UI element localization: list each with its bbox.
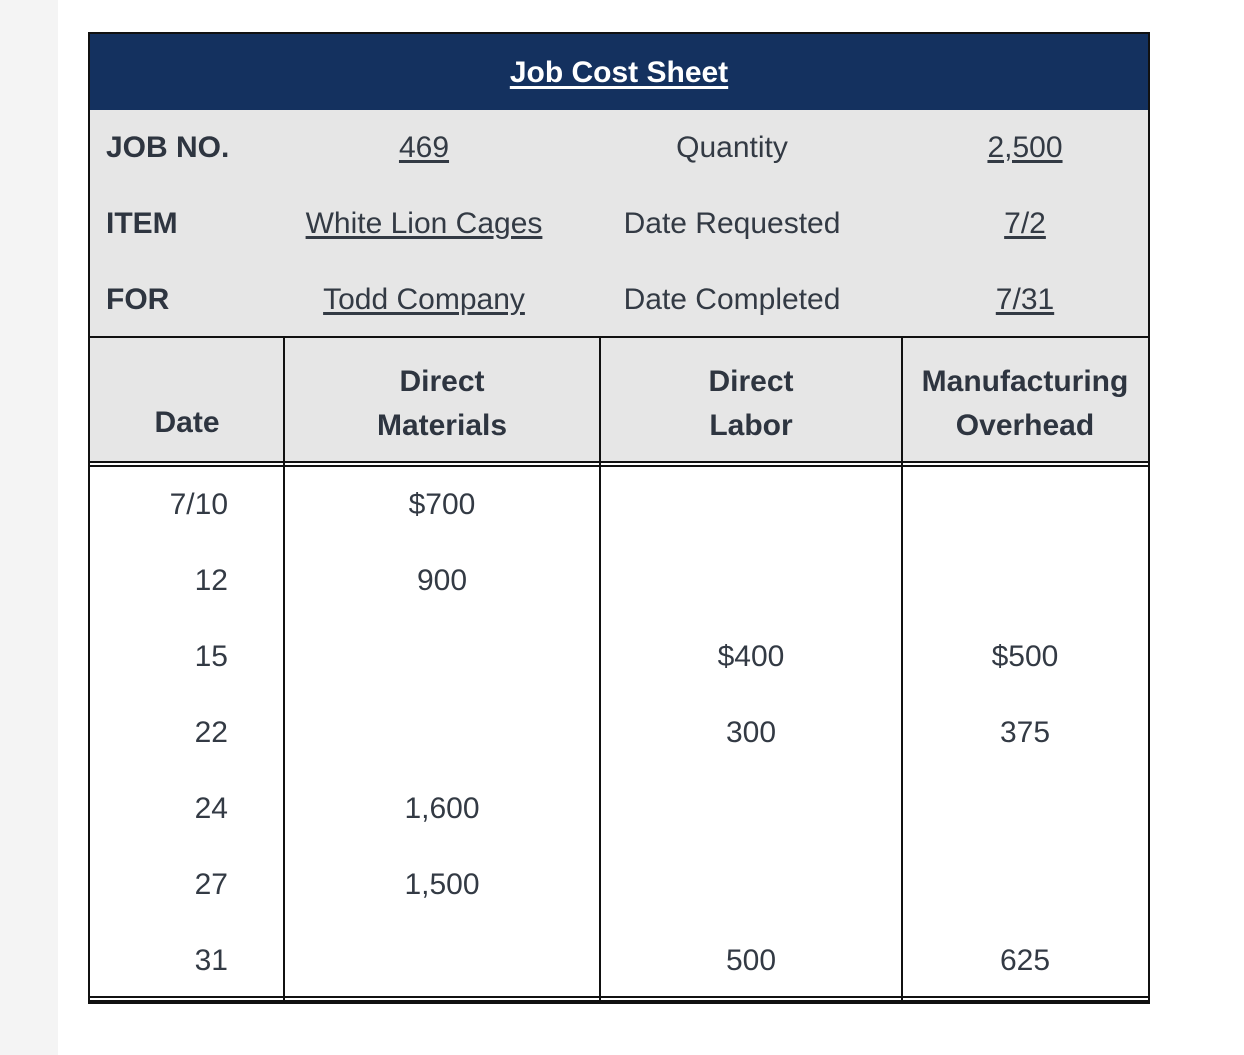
cell-direct-materials: 900	[416, 564, 468, 597]
date-requested-label: Date Requested	[623, 207, 841, 240]
cell-date: 27	[194, 868, 228, 901]
header-direct-materials: Direct Materials	[284, 338, 600, 463]
cell-direct-labor	[600, 543, 902, 619]
table-row: 22 300 375	[90, 695, 1148, 771]
header-manufacturing-overhead-line1: Manufacturing	[921, 365, 1129, 398]
cell-manufacturing-overhead: 375	[999, 716, 1051, 749]
table-row: 31 500 625	[90, 923, 1148, 999]
cell-direct-materials	[284, 923, 600, 999]
cell-date: 22	[194, 716, 228, 749]
header-double-rule	[90, 461, 1148, 467]
header-direct-labor-line2: Labor	[709, 409, 793, 442]
job-cost-sheet: Job Cost Sheet JOB NO. 469 Quantity 2,50…	[88, 32, 1150, 1004]
cell-manufacturing-overhead	[902, 467, 1148, 543]
header-date: Date	[154, 406, 220, 439]
cell-direct-labor	[600, 467, 902, 543]
cell-direct-labor	[600, 847, 902, 923]
cell-date: 7/10	[169, 488, 228, 521]
cell-direct-materials: 1,500	[404, 868, 480, 901]
cell-direct-materials	[284, 619, 600, 695]
date-requested-value: 7/2	[1004, 207, 1046, 240]
job-info-section: JOB NO. 469 Quantity 2,500 ITEM White Li…	[90, 110, 1148, 338]
column-divider	[283, 338, 285, 1002]
cell-direct-labor	[600, 771, 902, 847]
header-direct-materials-line2: Materials	[376, 409, 508, 442]
for-value: Todd Company	[323, 283, 525, 316]
date-completed-label: Date Completed	[623, 283, 841, 316]
cell-manufacturing-overhead	[902, 771, 1148, 847]
for-label: FOR	[106, 283, 170, 316]
header-manufacturing-overhead-line2: Overhead	[955, 409, 1095, 442]
item-label: ITEM	[106, 207, 178, 240]
column-divider	[599, 338, 601, 1002]
cell-direct-materials: $700	[408, 488, 476, 521]
column-divider	[901, 338, 903, 1002]
cell-manufacturing-overhead: $500	[991, 640, 1059, 673]
cell-direct-labor: 500	[725, 944, 777, 977]
info-row-item: ITEM White Lion Cages Date Requested 7/2	[90, 186, 1148, 262]
job-no-label: JOB NO.	[106, 131, 230, 164]
cell-date: 15	[194, 640, 228, 673]
header-direct-labor-line1: Direct	[708, 365, 794, 398]
table-row: 24 1,600	[90, 771, 1148, 847]
item-value: White Lion Cages	[305, 207, 543, 240]
table-row: 12 900	[90, 543, 1148, 619]
column-header-row: Date Direct Materials Direct Labor Manuf…	[90, 338, 1148, 463]
table-row: 7/10 $700	[90, 467, 1148, 543]
info-row-for: FOR Todd Company Date Completed 7/31	[90, 262, 1148, 338]
header-direct-labor: Direct Labor	[600, 338, 902, 463]
info-row-job-no: JOB NO. 469 Quantity 2,500	[90, 110, 1148, 186]
quantity-label: Quantity	[676, 131, 788, 164]
left-margin-strip	[0, 0, 58, 1055]
table-row: 27 1,500	[90, 847, 1148, 923]
cell-direct-labor: $400	[717, 640, 785, 673]
table-row: 15 $400 $500	[90, 619, 1148, 695]
cell-direct-labor: 300	[725, 716, 777, 749]
header-direct-materials-line1: Direct	[399, 365, 485, 398]
sheet-title: Job Cost Sheet	[509, 56, 729, 89]
header-manufacturing-overhead: Manufacturing Overhead	[902, 338, 1148, 463]
job-no-value: 469	[398, 131, 450, 164]
cell-manufacturing-overhead	[902, 847, 1148, 923]
date-completed-value: 7/31	[995, 283, 1055, 316]
quantity-value: 2,500	[987, 131, 1063, 164]
cell-date: 24	[194, 792, 228, 825]
cell-date: 31	[194, 944, 228, 977]
title-bar: Job Cost Sheet	[90, 34, 1148, 110]
cell-manufacturing-overhead	[902, 543, 1148, 619]
cell-date: 12	[194, 564, 228, 597]
cell-direct-materials	[284, 695, 600, 771]
bottom-double-rule	[90, 996, 1148, 1002]
cell-manufacturing-overhead: 625	[999, 944, 1051, 977]
cell-direct-materials: 1,600	[404, 792, 480, 825]
